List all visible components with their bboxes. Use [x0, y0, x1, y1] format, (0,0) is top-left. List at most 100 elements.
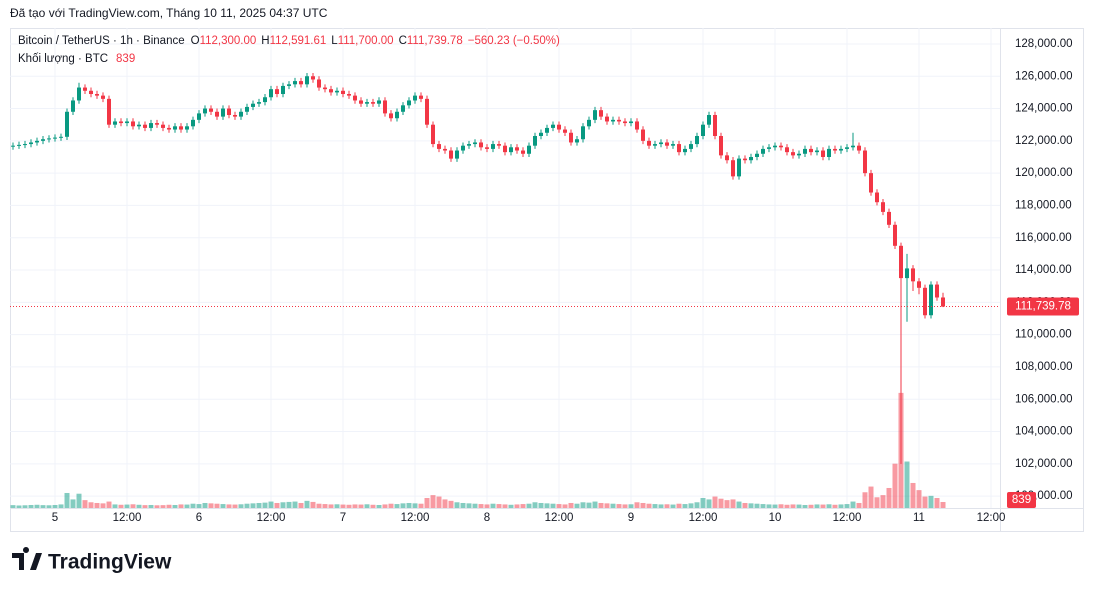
- volume-bar: [322, 504, 328, 508]
- candle-body: [89, 90, 93, 95]
- volume-bar: [280, 502, 286, 508]
- ohlc-value: 112,300.00: [200, 35, 257, 47]
- candle-body: [527, 145, 531, 154]
- candle-body: [47, 138, 51, 140]
- candle-body: [779, 145, 783, 148]
- volume-bar: [460, 502, 466, 508]
- candle-body: [215, 111, 219, 117]
- candle-body: [329, 89, 333, 93]
- volume-bar: [10, 505, 16, 508]
- volume-last-label: 839: [1012, 494, 1031, 506]
- candle-body: [689, 144, 693, 149]
- volume-bar: [196, 504, 202, 508]
- candle-body: [461, 145, 465, 151]
- volume-bar: [304, 500, 310, 508]
- candle-body: [497, 144, 501, 146]
- volume-bar: [676, 503, 682, 508]
- candle-body: [683, 148, 687, 153]
- candle-body: [395, 111, 399, 119]
- candle-body: [341, 90, 345, 95]
- volume-bar: [526, 503, 532, 508]
- volume-bar: [682, 504, 688, 508]
- volume-bar: [814, 504, 820, 508]
- x-tick-label: 9: [628, 512, 634, 524]
- volume-bar: [892, 463, 898, 508]
- volume-bar: [874, 497, 880, 508]
- candle-body: [923, 287, 927, 316]
- candle-body: [245, 106, 249, 112]
- candle-body: [161, 124, 165, 128]
- volume-bar: [334, 504, 340, 508]
- volume-bar: [544, 503, 550, 508]
- candle-body: [851, 145, 855, 148]
- volume-bar: [586, 502, 592, 508]
- volume-bar: [364, 504, 370, 508]
- volume-bar: [190, 503, 196, 508]
- volume-bar: [658, 504, 664, 508]
- candle-body: [107, 98, 111, 125]
- candle-body: [209, 108, 213, 112]
- volume-bar: [688, 503, 694, 508]
- candle-body: [575, 139, 579, 143]
- candle-body: [557, 124, 561, 130]
- candle-body: [647, 140, 651, 146]
- volume-bar: [220, 504, 226, 508]
- candle-body: [911, 268, 915, 282]
- volume-bar: [70, 499, 76, 508]
- volume-bar: [616, 504, 622, 508]
- candle-body: [839, 148, 843, 151]
- candle-body: [833, 148, 837, 151]
- volume-bar: [886, 487, 892, 508]
- volume-bar: [28, 504, 34, 508]
- volume-bar: [118, 504, 124, 508]
- y-tick-label: 108,000.00: [1015, 361, 1073, 373]
- candle-body: [929, 284, 933, 316]
- candle-body: [821, 150, 825, 157]
- candle-body: [347, 94, 351, 96]
- volume-bar: [490, 503, 496, 508]
- volume-bar: [580, 502, 586, 508]
- volume-bar: [16, 505, 22, 508]
- y-tick-label: 110,000.00: [1015, 329, 1072, 341]
- candle-body: [293, 81, 297, 85]
- candle-body: [281, 85, 285, 95]
- candle-body: [167, 127, 171, 130]
- volume-bar: [226, 504, 232, 508]
- candle-body: [83, 87, 87, 91]
- volume-bar: [94, 502, 100, 508]
- candle-body: [731, 160, 735, 177]
- candle-body: [677, 144, 681, 153]
- candle-body: [419, 95, 423, 99]
- candle-body: [599, 110, 603, 117]
- volume-bar: [418, 503, 424, 508]
- candle-body: [863, 150, 867, 174]
- volume-bar: [40, 505, 46, 508]
- candle-body: [491, 144, 495, 149]
- volume-bar: [508, 504, 514, 508]
- volume-bar: [772, 504, 778, 508]
- volume-bar: [148, 504, 154, 508]
- candle-body: [143, 124, 147, 128]
- caption: Đã tạo với TradingView.com, Tháng 10 11,…: [10, 6, 328, 20]
- volume-bar: [742, 502, 748, 508]
- volume-value: 839: [116, 53, 135, 65]
- volume-bar: [766, 504, 772, 508]
- candle-body: [473, 142, 477, 145]
- volume-bar: [412, 503, 418, 508]
- ohlc-key: L: [331, 35, 338, 47]
- candle-body: [269, 89, 273, 98]
- volume-bar: [532, 502, 538, 508]
- volume-bar: [760, 504, 766, 508]
- candle-body: [443, 148, 447, 151]
- candle-body: [893, 224, 897, 246]
- volume-bar: [790, 504, 796, 508]
- volume-bar: [730, 499, 736, 508]
- candle-body: [869, 173, 873, 193]
- candle-body: [509, 147, 513, 153]
- candle-body: [899, 245, 903, 279]
- candle-body: [809, 148, 813, 153]
- volume-bar: [610, 503, 616, 508]
- volume-bar: [556, 504, 562, 508]
- candle-body: [359, 100, 363, 104]
